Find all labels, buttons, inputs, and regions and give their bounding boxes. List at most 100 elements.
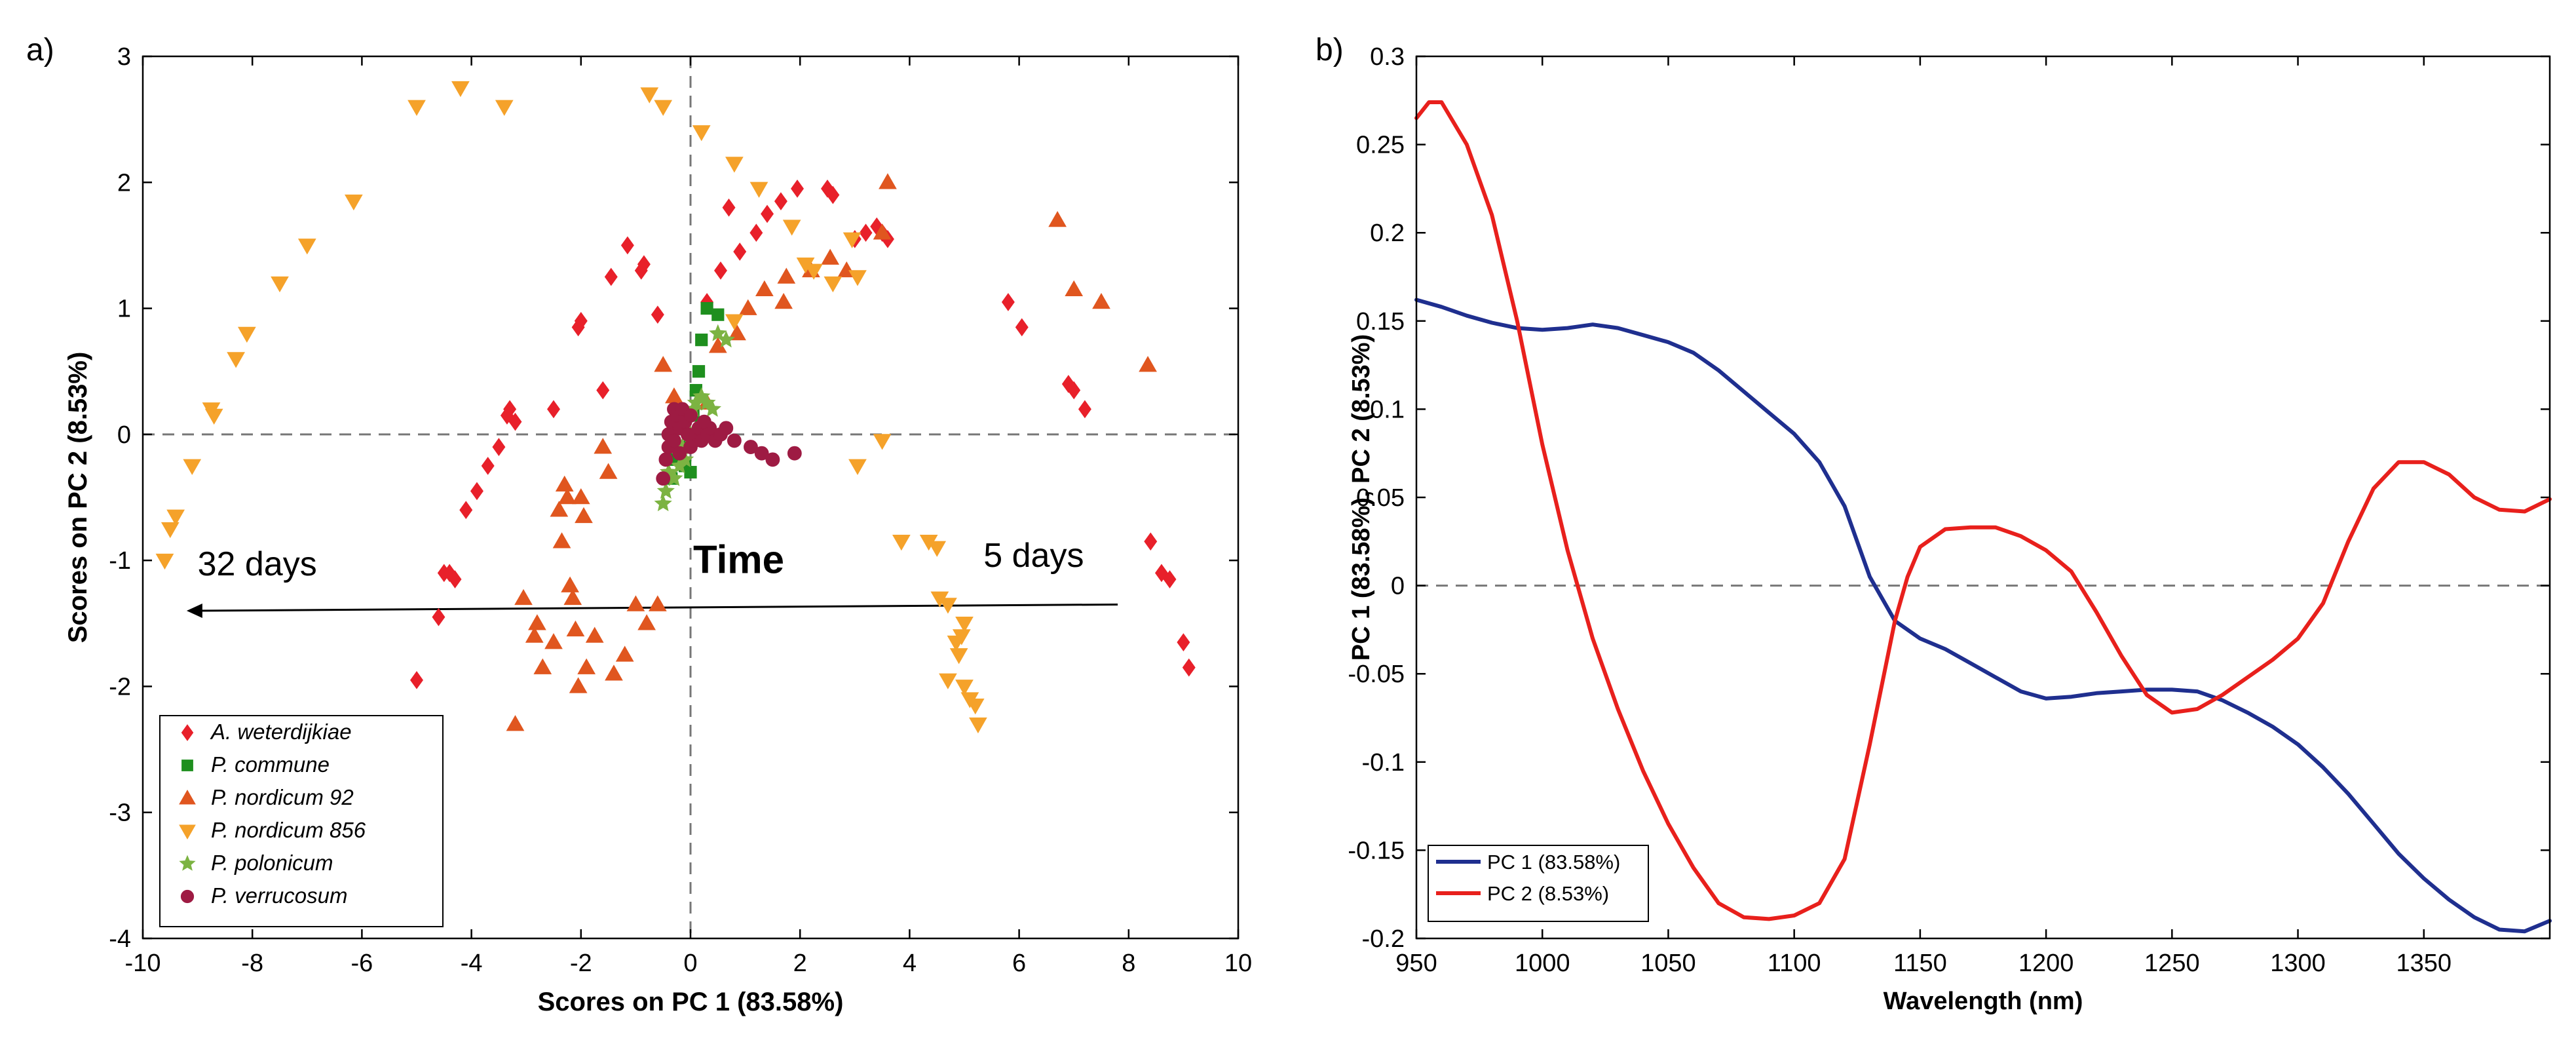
- scatter-point: [599, 463, 618, 479]
- scatter-point: [824, 276, 843, 293]
- scatter-point: [754, 446, 769, 461]
- scatter-point: [873, 223, 892, 240]
- scatter-point: [955, 680, 974, 696]
- legend-entry: P. verrucosum: [180, 883, 347, 908]
- panel-a-x-axis-label: Scores on PC 1 (83.58%): [538, 988, 844, 1016]
- scatter-point: [722, 198, 736, 217]
- time-arrow-head: [186, 604, 202, 619]
- panel-a-reference-lines: [143, 56, 1238, 938]
- x-tick-label: 8: [1122, 950, 1135, 977]
- scatter-point: [654, 494, 672, 512]
- scatter-point: [744, 440, 758, 454]
- legend-label: PC 2 (8.53%): [1487, 882, 1609, 905]
- scatter-point: [432, 607, 445, 626]
- panel-b-legend: PC 1 (83.58%) PC 2 (8.53%): [1428, 845, 1649, 922]
- y-tick-label: 0: [117, 421, 131, 449]
- scatter-point: [939, 598, 957, 614]
- scatter-point: [594, 438, 613, 454]
- legend-marker: [179, 855, 196, 871]
- scatter-point: [344, 194, 363, 211]
- x-tick-label: 10: [1224, 950, 1252, 977]
- scatter-point: [761, 204, 774, 223]
- scatter-point: [637, 614, 656, 630]
- legend-box: [1428, 845, 1649, 922]
- x-tick-label: 1000: [1515, 950, 1570, 977]
- scatter-point: [765, 452, 780, 467]
- scatter-point: [155, 553, 174, 570]
- legend-label: PC 1 (83.58%): [1487, 851, 1620, 874]
- scatter-point: [774, 292, 793, 309]
- scatter-point: [1048, 210, 1067, 227]
- scatter-point: [596, 381, 610, 400]
- x-tick-label: 1150: [1893, 950, 1947, 977]
- panel-a-axes-frame: [142, 55, 1240, 940]
- scatter-point: [848, 459, 867, 475]
- legend-entry: P. commune: [181, 752, 330, 777]
- scatter-point: [667, 433, 681, 448]
- scatter-point: [1182, 658, 1196, 677]
- scatter-point: [683, 408, 698, 423]
- scatter-point: [654, 356, 673, 372]
- scatter-point: [544, 633, 563, 649]
- y-tick-label: 0.15: [1356, 308, 1405, 336]
- y-tick-label: -2: [109, 673, 131, 701]
- series-line-pc2: [1414, 100, 2552, 921]
- x-tick-label: 1350: [2396, 950, 2452, 977]
- scatter-point: [620, 236, 634, 255]
- panel-b-x-axis-label: Wavelength (nm): [1884, 988, 2083, 1015]
- legend-entry: P. polonicum: [179, 851, 333, 875]
- series-a-weterdijkiae: [410, 180, 1196, 689]
- x-tick-label: -2: [570, 950, 592, 977]
- time-arrow-label: Time: [693, 537, 784, 581]
- scatter-point: [1139, 356, 1157, 372]
- scatter-point: [561, 576, 579, 592]
- y-tick-label: -0.05: [1348, 661, 1405, 688]
- scatter-point: [183, 459, 202, 475]
- scatter-point: [626, 595, 645, 611]
- scatter-point: [738, 299, 757, 315]
- series-p-nordicum-92: [506, 173, 1157, 731]
- y-tick-label: -0.1: [1362, 749, 1405, 777]
- scatter-point: [692, 125, 711, 142]
- scatter-point: [555, 475, 574, 492]
- legend-box: [159, 715, 444, 927]
- x-tick-label: 6: [1012, 950, 1026, 977]
- scatter-point: [566, 620, 585, 637]
- panel-a-y-axis-label: Scores on PC 2 (8.53%): [64, 352, 92, 644]
- 32-days-label: 32 days: [198, 545, 317, 583]
- x-tick-label: 1100: [1768, 950, 1821, 977]
- scatter-point: [574, 311, 588, 330]
- scatter-point: [1177, 633, 1190, 651]
- scatter-point: [692, 365, 706, 378]
- scatter-point: [966, 699, 985, 715]
- y-tick-label: -0.2: [1362, 925, 1405, 953]
- scatter-point: [714, 261, 727, 280]
- scatter-point: [654, 100, 673, 116]
- scatter-point: [448, 570, 462, 588]
- y-tick-label: -3: [109, 799, 131, 827]
- panel-a-points: [155, 81, 1196, 734]
- y-tick-label: 0.2: [1370, 220, 1405, 247]
- scatter-point: [166, 509, 185, 526]
- scatter-point: [571, 488, 590, 505]
- scatter-point: [492, 438, 506, 456]
- scatter-point: [410, 670, 423, 689]
- x-tick-label: 950: [1395, 950, 1437, 977]
- panel-b-axes-frame: [1415, 55, 2551, 940]
- 5-days-label: 5 days: [983, 537, 1084, 575]
- scatter-point: [711, 308, 725, 321]
- panel-b-series-lines: [1414, 100, 2552, 934]
- x-tick-label: 1200: [2018, 950, 2074, 977]
- scatter-point: [697, 414, 711, 429]
- y-tick-label: 0.1: [1370, 396, 1405, 423]
- panel-a-label: a): [26, 33, 54, 67]
- x-tick-label: 2: [793, 950, 807, 977]
- scatter-point: [892, 535, 911, 551]
- scatter-point: [237, 326, 256, 343]
- scatter-point: [558, 488, 577, 505]
- x-tick-label: -8: [241, 950, 263, 977]
- legend-label: P. nordicum 856: [211, 818, 366, 842]
- y-tick-label: 0.25: [1356, 132, 1405, 159]
- scatter-point: [656, 482, 675, 499]
